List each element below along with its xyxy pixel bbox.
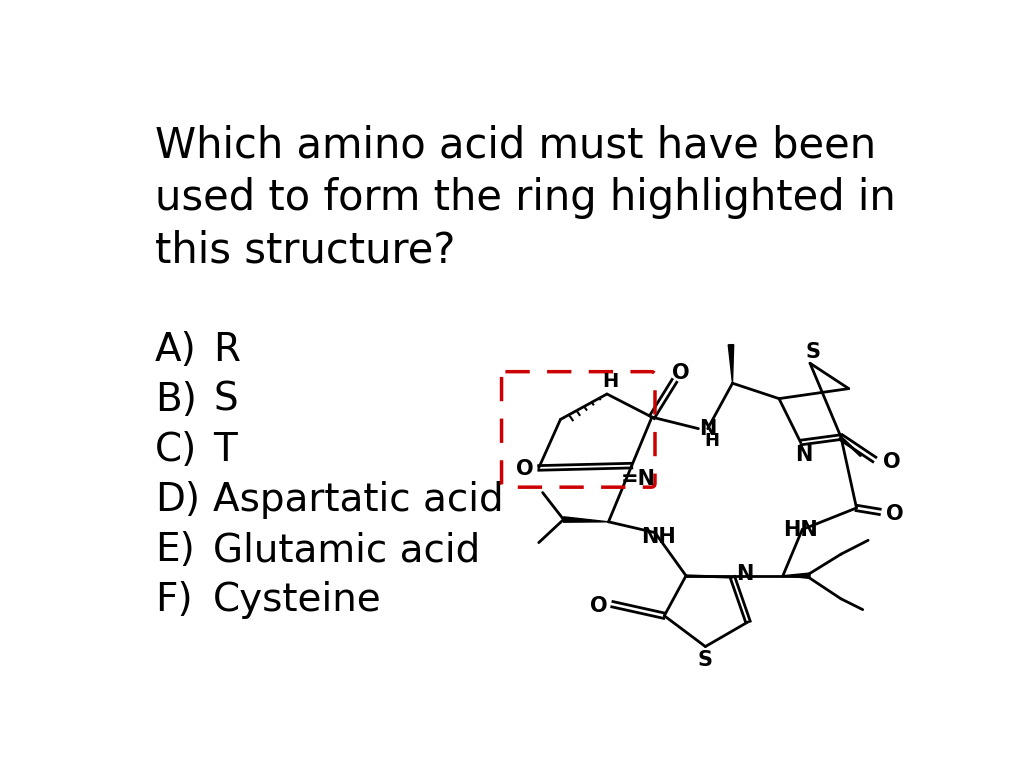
Text: Aspartatic acid: Aspartatic acid xyxy=(213,481,504,519)
Text: E): E) xyxy=(155,531,195,569)
Text: O: O xyxy=(516,459,534,479)
Text: O: O xyxy=(672,363,689,383)
Text: O: O xyxy=(590,596,607,616)
Text: N: N xyxy=(699,419,717,439)
Text: S: S xyxy=(698,650,713,670)
Text: =N: =N xyxy=(621,469,655,489)
Text: R: R xyxy=(213,331,241,369)
Text: N: N xyxy=(736,564,754,584)
Polygon shape xyxy=(783,573,810,578)
Text: O: O xyxy=(887,504,904,524)
Text: O: O xyxy=(883,452,900,472)
Polygon shape xyxy=(563,517,608,522)
Text: NH: NH xyxy=(641,527,676,548)
Text: this structure?: this structure? xyxy=(155,229,456,271)
Text: S: S xyxy=(213,381,238,419)
Polygon shape xyxy=(728,345,733,383)
Text: B): B) xyxy=(155,381,197,419)
Text: HN: HN xyxy=(783,519,818,539)
Text: D): D) xyxy=(155,481,200,519)
Text: H: H xyxy=(705,432,719,450)
Text: S: S xyxy=(806,343,820,362)
Text: T: T xyxy=(213,431,237,469)
Text: A): A) xyxy=(155,331,197,369)
Text: Glutamic acid: Glutamic acid xyxy=(213,531,480,569)
Text: Cysteine: Cysteine xyxy=(213,581,382,619)
Text: H: H xyxy=(602,372,618,391)
Text: used to form the ring highlighted in: used to form the ring highlighted in xyxy=(155,177,896,219)
Text: F): F) xyxy=(155,581,193,619)
Text: N: N xyxy=(795,445,812,465)
Text: Which amino acid must have been: Which amino acid must have been xyxy=(155,124,877,167)
Text: C): C) xyxy=(155,431,198,469)
